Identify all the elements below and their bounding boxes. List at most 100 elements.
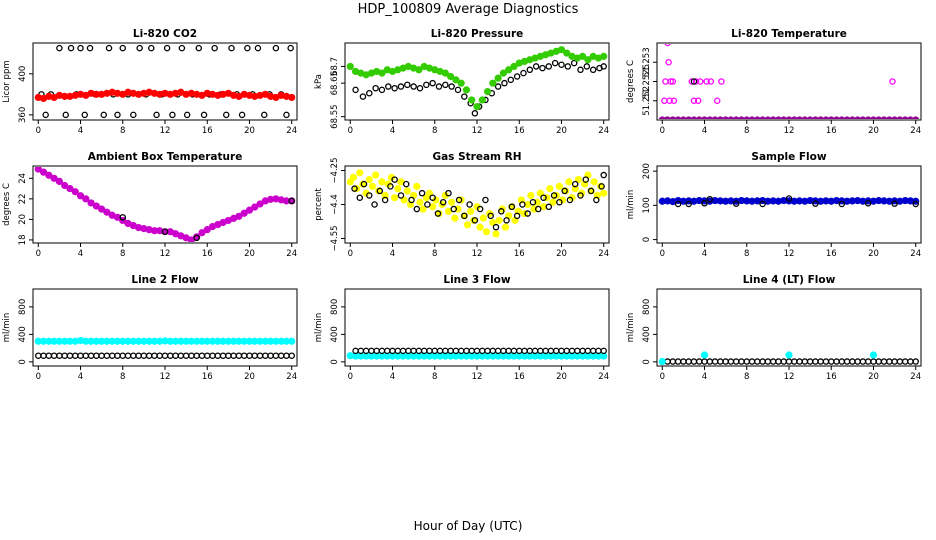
data-point <box>600 52 608 60</box>
data-point <box>429 194 436 201</box>
data-point <box>574 175 582 184</box>
data-point <box>695 116 703 119</box>
data-point <box>870 116 877 119</box>
data-point <box>759 116 767 119</box>
data-point <box>722 358 729 365</box>
data-point <box>235 352 243 359</box>
data-point <box>76 192 85 200</box>
x-tick-label: 8 <box>120 249 125 259</box>
data-point <box>495 216 503 224</box>
data-point <box>706 116 714 119</box>
data-point <box>669 358 677 365</box>
y-tick-label: 200 <box>642 163 652 179</box>
data-point <box>467 207 475 215</box>
data-point <box>658 116 666 119</box>
data-point <box>697 78 704 85</box>
data-point <box>429 79 436 87</box>
x-tick-label: 20 <box>556 372 567 382</box>
data-point <box>483 87 492 96</box>
x-tick-label: 12 <box>472 372 483 382</box>
data-point <box>695 358 703 365</box>
data-point <box>896 358 904 365</box>
data-point <box>235 212 243 220</box>
data-point <box>42 111 49 119</box>
y-tick-label: 22 <box>18 193 28 204</box>
y-tick-label: 800 <box>330 299 340 315</box>
data-point <box>665 59 672 66</box>
data-point <box>425 189 434 197</box>
data-point <box>254 44 262 52</box>
data-point <box>283 352 290 359</box>
data-point <box>92 202 100 210</box>
data-point <box>891 200 898 207</box>
data-point <box>551 59 559 67</box>
data-point <box>912 116 920 119</box>
data-point <box>764 358 772 365</box>
data-point <box>169 111 176 119</box>
data-point <box>494 83 502 90</box>
x-tick-label: 0 <box>660 126 665 136</box>
data-point <box>153 111 160 119</box>
data-point <box>136 44 143 52</box>
data-point <box>81 111 88 119</box>
panel-7: Line 2 Flow ml/min 0 4 8 12 16 20 24 0 400 800 <box>2 274 298 382</box>
x-tick-label: 16 <box>202 372 213 382</box>
data-point <box>441 69 449 77</box>
data-point <box>56 352 63 359</box>
data-point <box>679 116 687 119</box>
panel-title: Li-820 Pressure <box>431 28 524 40</box>
data-point <box>492 223 500 231</box>
data-point <box>600 347 607 355</box>
data-point <box>732 116 740 119</box>
data-point <box>520 69 527 77</box>
data-point <box>565 178 573 186</box>
x-tick-label: 0 <box>348 249 353 259</box>
y-axis-label: degrees C <box>626 60 636 103</box>
data-point <box>901 358 909 365</box>
data-point <box>103 208 111 216</box>
data-point <box>193 352 200 359</box>
data-point <box>600 63 607 70</box>
data-point <box>349 173 358 181</box>
data-point <box>228 44 235 52</box>
series-line3_a <box>352 347 607 355</box>
data-point <box>219 352 227 359</box>
data-point <box>468 96 476 104</box>
x-tick-label: 4 <box>78 126 83 136</box>
data-point <box>727 358 735 365</box>
data-point <box>748 358 756 365</box>
data-point <box>827 116 835 119</box>
data-point <box>172 352 179 359</box>
data-point <box>446 72 455 81</box>
data-point <box>288 93 296 102</box>
data-point <box>563 49 571 57</box>
data-point <box>886 358 893 365</box>
data-point <box>590 178 598 186</box>
data-point <box>785 358 793 365</box>
data-point <box>130 352 137 359</box>
x-tick-label: 24 <box>598 126 609 136</box>
data-point <box>240 209 248 217</box>
data-point <box>503 217 510 224</box>
x-tick-label: 8 <box>432 372 437 382</box>
data-point <box>801 116 809 119</box>
data-point <box>287 44 294 52</box>
data-point <box>67 44 75 52</box>
data-point <box>45 171 53 179</box>
data-point <box>507 76 515 84</box>
data-point <box>193 234 200 242</box>
data-point <box>40 352 47 359</box>
x-tick-label: 16 <box>514 249 525 259</box>
data-point <box>854 358 861 365</box>
data-point <box>854 116 862 119</box>
data-point <box>288 352 295 359</box>
data-point <box>82 352 90 359</box>
data-point <box>664 116 672 119</box>
data-point <box>140 352 148 359</box>
data-point <box>738 116 745 119</box>
data-point <box>912 358 919 365</box>
data-point <box>780 358 787 365</box>
data-point <box>669 78 677 85</box>
data-point <box>666 97 673 105</box>
data-point <box>479 214 487 222</box>
